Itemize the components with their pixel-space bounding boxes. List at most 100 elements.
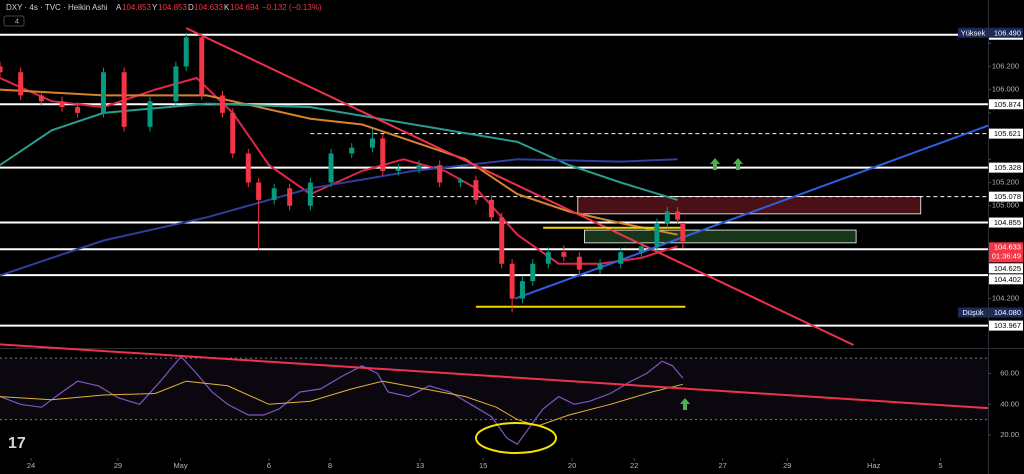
candle-body <box>59 101 65 108</box>
candle-body <box>509 263 515 299</box>
rsi-y-tick-label: 40.00 <box>1000 399 1019 408</box>
candle-body <box>675 211 681 220</box>
candle-body <box>369 138 375 148</box>
candle-body <box>597 263 603 270</box>
level-label: 105.621 <box>994 129 1021 138</box>
candle-body <box>100 72 106 113</box>
x-tick-label: May <box>173 461 187 470</box>
x-tick-label: 29 <box>783 461 791 470</box>
signal-arrow <box>680 398 690 410</box>
moving-average <box>0 88 678 236</box>
marker-value: 106.490 <box>994 28 1021 37</box>
ohlc-readout: A 104.853 Y 104.853 D 104.633 K 104.694 −0.132 (… <box>116 3 322 12</box>
level-tag <box>989 128 1023 139</box>
candle-body <box>618 252 624 264</box>
candle-body <box>199 37 205 96</box>
current-price-label: 104.633 <box>994 242 1021 251</box>
x-tick-label: 5 <box>938 461 942 470</box>
candle-body <box>457 180 463 183</box>
candle-body <box>395 168 401 171</box>
rsi-line <box>0 355 684 445</box>
level-tag <box>989 191 1023 202</box>
candle-body <box>654 223 660 247</box>
candle-body <box>173 66 179 102</box>
rsi-line <box>0 380 683 427</box>
x-tick-label: Haz <box>867 461 881 470</box>
ohlc-value: 104.694 <box>230 3 259 12</box>
candle-body <box>499 217 505 264</box>
chart-title: DXY · 4s · TVC · Heikin Ashi <box>6 3 108 12</box>
candle-body <box>38 95 44 102</box>
ohlc-letter: Y <box>152 3 158 12</box>
candle-body <box>183 37 189 67</box>
ohlc-letter: A <box>116 3 122 12</box>
level-label: 103.967 <box>994 321 1021 330</box>
marker-name: Düşük <box>962 308 984 317</box>
countdown-label: 01:36:49 <box>992 251 1021 260</box>
level-label: 105.874 <box>994 100 1021 109</box>
rsi-band <box>0 358 988 420</box>
marker-value-tag <box>989 307 1023 318</box>
level-label: 104.402 <box>994 275 1021 284</box>
level-tag <box>989 320 1023 331</box>
ohlc-value: 104.853 <box>158 3 187 12</box>
highlight-circle <box>475 422 557 454</box>
candle-body <box>219 95 225 113</box>
y-tick-label: 106.000 <box>992 85 1019 94</box>
current-price-tag <box>989 242 1023 263</box>
signal-arrow <box>733 158 743 170</box>
marker-value-tag <box>989 27 1023 38</box>
ohlc-value: 104.633 <box>194 3 223 12</box>
marker-name-tag <box>958 307 988 318</box>
y-tick-label: 105.200 <box>992 177 1019 186</box>
trendline <box>185 27 854 346</box>
level-tag <box>989 99 1023 110</box>
candle-body <box>488 199 494 218</box>
logo: 17 <box>8 435 26 452</box>
candle-body <box>18 72 24 96</box>
collapse-count[interactable]: 4 <box>15 16 19 25</box>
level-label: 104.625 <box>994 264 1021 273</box>
candle-body <box>349 147 355 154</box>
x-tick-label: 8 <box>328 461 332 470</box>
x-tick-label: 27 <box>718 461 726 470</box>
candle-body <box>638 246 644 253</box>
candle-body <box>519 281 525 299</box>
candle-body <box>530 263 536 282</box>
level-label: 105.328 <box>994 163 1021 172</box>
x-tick-label: 15 <box>479 461 487 470</box>
x-tick-label: 20 <box>568 461 576 470</box>
rsi-trendline <box>0 343 989 410</box>
candle-body <box>416 165 422 169</box>
y-tick-label: 106.200 <box>992 61 1019 70</box>
price-change: −0.132 (−0.13%) <box>262 3 322 12</box>
candle-body <box>0 66 3 73</box>
moving-average <box>0 158 678 277</box>
collapse-toggle[interactable] <box>3 15 25 27</box>
candle-body <box>473 180 479 200</box>
marker-name: Yüksek <box>961 28 986 37</box>
x-tick-label: 13 <box>416 461 424 470</box>
candle-body <box>576 256 582 270</box>
candle-body <box>245 153 251 183</box>
candle-body <box>75 107 81 113</box>
moving-average <box>0 102 678 201</box>
candle-body <box>680 222 686 242</box>
level-tag <box>989 274 1023 285</box>
candle-body <box>437 165 443 183</box>
candle-body <box>230 112 236 154</box>
x-tick-label: 22 <box>630 461 638 470</box>
marker-value: 104.080 <box>994 308 1021 317</box>
level-label: 104.855 <box>994 218 1021 227</box>
candle-body <box>147 101 153 127</box>
candle-body <box>307 182 313 206</box>
x-tick-label: 29 <box>114 461 122 470</box>
price-zone <box>584 229 857 244</box>
signal-arrow <box>710 158 720 170</box>
rsi-y-tick-label: 60.00 <box>1000 369 1019 378</box>
plot-layer: 104.63301:36:49106.473105.874105.621105.… <box>0 27 1023 470</box>
rsi-y-tick-label: 20.00 <box>1000 430 1019 439</box>
